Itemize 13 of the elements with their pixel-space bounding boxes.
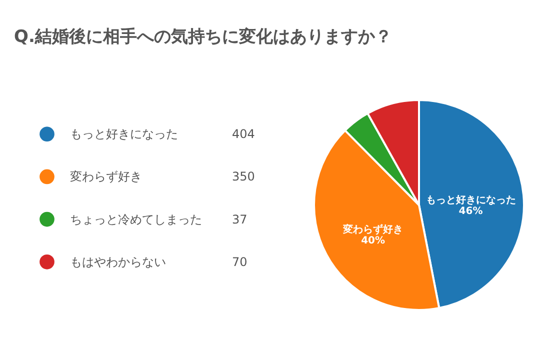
text: 46% [458,206,483,217]
data-label: 70 [232,254,248,269]
text: 40% [361,235,386,246]
data-label: 404 [232,127,255,142]
legend-label: ちょっと冷めてしまった [70,212,202,226]
slice-label: もっと好きになった [426,194,516,206]
data-label: 37 [232,212,248,226]
slice-label: 変わらず好き [342,223,404,236]
data-label: 350 [232,170,255,184]
legend-label: もはやわからない [70,254,166,269]
chart-title: Q.結婚後に相手への気持ちに変化はありますか？ [14,27,392,47]
legend-label: もっと好きになった [70,127,178,142]
legend-label: 変わらず好き [70,170,142,184]
